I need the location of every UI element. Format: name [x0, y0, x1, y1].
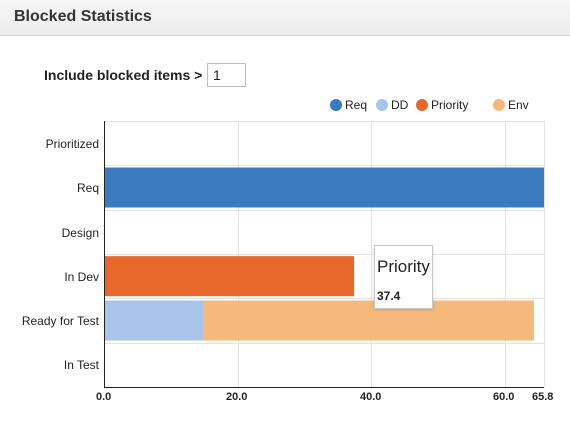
legend-label: DD [391, 98, 409, 112]
blocked-filter-label: Include blocked items > [44, 67, 203, 83]
category-label: In Dev [64, 270, 99, 284]
panel-title: Blocked Statistics [14, 8, 152, 25]
bar-dd [104, 300, 203, 341]
legend-label: Env [508, 98, 529, 112]
category-label: Ready for Test [21, 314, 99, 328]
x-tick-label: 65.8 [532, 391, 554, 403]
blocked-threshold-input[interactable] [207, 63, 246, 87]
legend-dot-icon [493, 99, 505, 111]
bar-req [104, 167, 544, 208]
category-label: In Test [63, 358, 99, 372]
x-tick-label: 0.0 [96, 391, 112, 403]
bar-priority [104, 256, 355, 297]
category-label: Prioritized [45, 137, 99, 151]
tooltip-title: Priority [377, 257, 430, 276]
category-label: Design [61, 226, 99, 240]
legend-label: Priority [431, 98, 469, 112]
chart-tooltip: Priority 37.4 [374, 245, 433, 309]
legend-label: Req [345, 98, 368, 112]
legend-dot-icon [376, 99, 388, 111]
legend-dot-icon [416, 99, 428, 111]
category-label: Req [76, 181, 99, 195]
bar-env [202, 300, 534, 341]
x-tick-label: 20.0 [226, 391, 248, 403]
chart-legend: Req DD Priority Env [0, 96, 570, 114]
legend-dot-icon [330, 99, 342, 111]
panel-header: Blocked Statistics [0, 0, 570, 36]
tooltip-value: 37.4 [377, 289, 401, 303]
x-tick-label: 40.0 [360, 391, 382, 403]
x-tick-label: 60.0 [493, 391, 515, 403]
